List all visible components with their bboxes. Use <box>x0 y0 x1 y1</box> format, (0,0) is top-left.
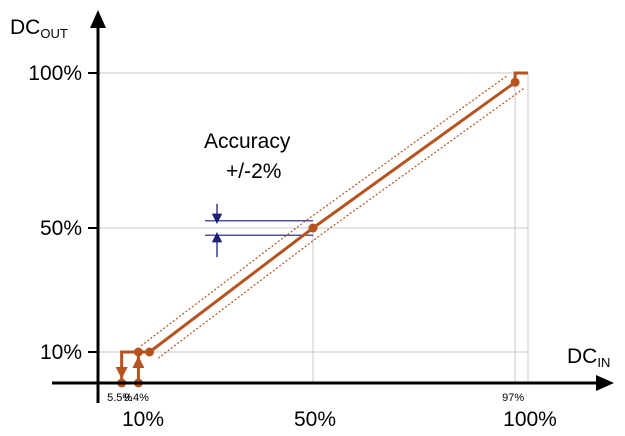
data-point-3 <box>145 347 155 357</box>
y-tick-label: 50% <box>40 217 82 240</box>
x-small-tick-label: 97% <box>502 392 524 404</box>
data-point-2 <box>133 347 143 357</box>
x-tick-label: 100% <box>503 408 557 431</box>
x-tick-label: 50% <box>294 408 336 431</box>
y-tick-label: 10% <box>40 341 82 364</box>
y-tick-label: 100% <box>28 62 82 85</box>
accuracy-band-line-1 <box>157 88 525 359</box>
x-axis-label: DCIN <box>567 345 610 370</box>
up-arrow-icon <box>132 356 145 368</box>
labels: 10%50%100%10% 50% 100%5.5%9.4% 97%DCOUTDCIN… <box>10 16 610 431</box>
axes <box>52 10 614 403</box>
y-axis-arrow-icon <box>90 10 106 28</box>
x-small-tick-label: 9.4% <box>124 392 149 404</box>
y-axis-label: DCOUT <box>10 16 68 41</box>
grid-lines <box>98 72 529 383</box>
x-axis-label-sub: IN <box>597 355 610 370</box>
accuracy-band-line-0 <box>140 75 507 347</box>
accuracy-annotation <box>205 203 313 258</box>
down-arrow-icon <box>115 367 128 379</box>
accuracy-annotation-value: +/-2% <box>226 160 281 183</box>
data-point-4 <box>308 223 318 233</box>
data-point-5 <box>510 77 520 87</box>
y-axis-label-main: DC <box>10 16 40 39</box>
series-layer <box>115 71 528 388</box>
y-axis-label-sub: OUT <box>40 26 68 41</box>
accuracy-annotation-title: Accuracy <box>204 130 291 153</box>
series-line <box>148 71 528 354</box>
x-small-tick-label: 5.5% <box>107 392 132 404</box>
x-tick-label: 10% <box>122 408 164 431</box>
x-axis-arrow-icon <box>596 375 614 391</box>
x-axis-label-main: DC <box>567 345 597 368</box>
